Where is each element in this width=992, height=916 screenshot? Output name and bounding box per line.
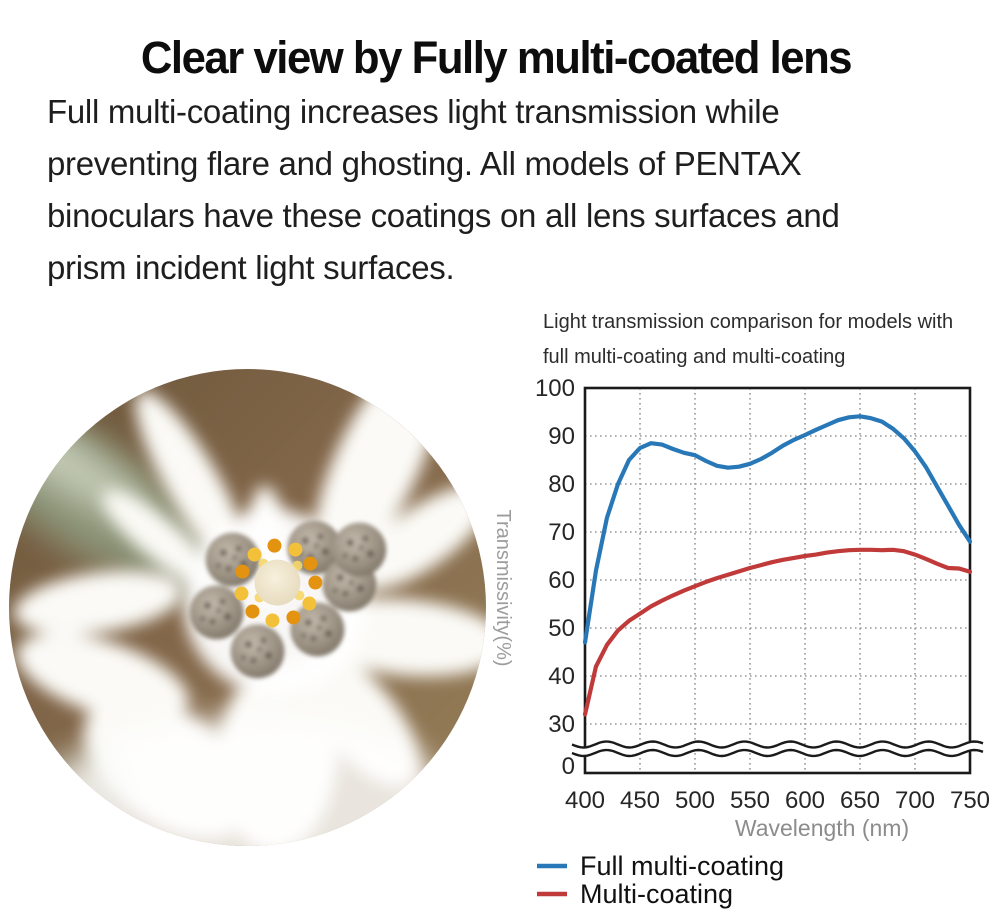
y-tick-label: 90 <box>548 423 575 450</box>
x-tick-label: 650 <box>840 787 880 814</box>
series-full-multi-coating <box>582 414 973 645</box>
x-axis-label: Wavelength (nm) <box>735 815 909 841</box>
y-tick-label: 0 <box>562 753 575 780</box>
y-tick-label: 70 <box>548 519 575 546</box>
legend-label-1: Full multi-coating <box>580 851 784 881</box>
x-tick-label: 550 <box>730 787 770 814</box>
y-tick-label: 40 <box>548 663 575 690</box>
x-tick-label: 700 <box>895 787 935 814</box>
x-tick-label: 400 <box>565 787 605 814</box>
chart-title-line: Light transmission comparison for models… <box>543 311 954 333</box>
intro-paragraph: Full multi-coating increases light trans… <box>47 86 957 294</box>
chart-title: Light transmission comparison for models… <box>543 305 953 375</box>
flower-center-disc <box>254 559 301 606</box>
y-tick-label: 100 <box>535 375 575 402</box>
y-axis-label: Transmissivity(%) <box>492 509 514 666</box>
chart-title-line: full multi-coating and multi-coating <box>543 346 846 368</box>
page-title: Clear view by Fully multi-coated lens <box>140 32 853 84</box>
axis-break-wave <box>571 740 984 749</box>
intro-line: binoculars have these coatings on all le… <box>47 197 840 234</box>
edelweiss-photo <box>8 368 487 847</box>
transmission-chart: 100 90 80 70 60 50 40 30 0 400 450 500 550 600 650 700 7… <box>492 375 990 909</box>
intro-line: preventing flare and ghosting. All model… <box>47 145 802 182</box>
axis-break-band <box>572 741 984 756</box>
y-tick-label: 80 <box>548 471 575 498</box>
intro-line: prism incident light surfaces. <box>47 249 455 286</box>
intro-line: Full multi-coating increases light trans… <box>47 93 780 130</box>
plot-border <box>583 386 972 775</box>
x-tick-label: 600 <box>785 787 825 814</box>
y-tick-label: 50 <box>548 615 575 642</box>
series-multi-coating <box>582 547 973 717</box>
x-tick-label: 750 <box>950 787 990 814</box>
y-tick-label: 60 <box>548 567 575 594</box>
axis-break-wave <box>571 748 984 758</box>
x-tick-label: 500 <box>675 787 715 814</box>
y-tick-label: 30 <box>548 711 575 738</box>
x-tick-label: 450 <box>620 787 660 814</box>
legend-label-2: Multi-coating <box>580 879 733 909</box>
